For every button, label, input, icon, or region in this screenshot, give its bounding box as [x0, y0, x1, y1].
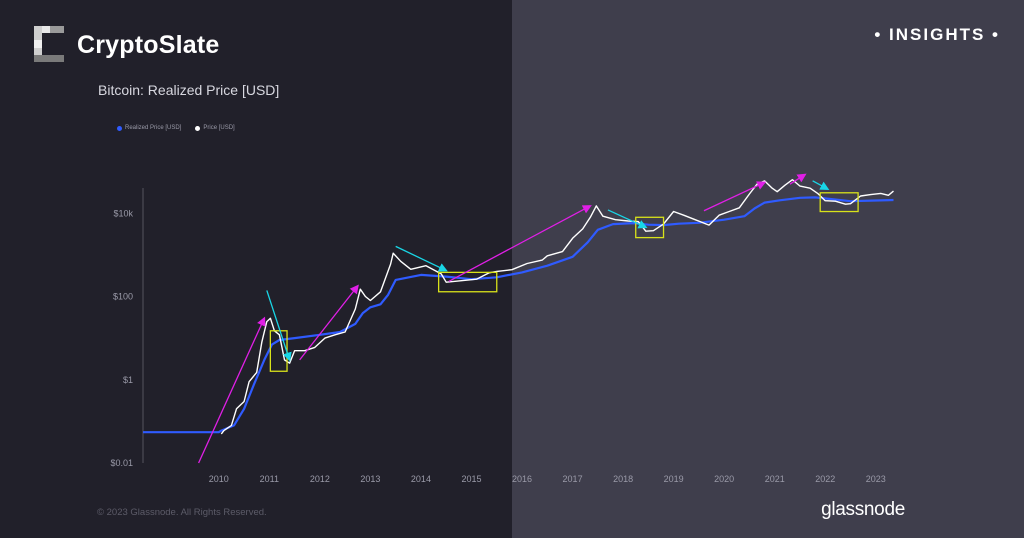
pink-arrow — [448, 205, 592, 283]
cyan-arrow — [812, 180, 830, 190]
y-tick-label: $100 — [113, 292, 133, 302]
x-tick-label: 2017 — [563, 474, 583, 484]
copyright-text: © 2023 Glassnode. All Rights Reserved. — [97, 507, 267, 518]
legend-label-price: Price [USD] — [203, 125, 235, 131]
right-panel-background — [512, 0, 1024, 538]
cyan-arrow — [266, 290, 292, 362]
legend-label-realized: Realized Price [USD] — [125, 125, 182, 131]
legend-swatch-realized — [117, 125, 122, 131]
brand-name: CryptoSlate — [77, 31, 220, 59]
x-tick-label: 2014 — [411, 474, 431, 484]
x-tick-label: 2018 — [613, 474, 633, 484]
x-tick-label: 2021 — [765, 474, 785, 484]
annotations-group — [197, 173, 859, 464]
glassnode-logo: glassnode — [821, 499, 905, 520]
axes-group: $0.01 $1 $100 $10k 2010 2011 2012 2013 2014 2015 2… — [110, 188, 886, 484]
chart-legend: Realized Price [USD] Price [USD] — [117, 125, 235, 131]
pink-arrow — [703, 181, 767, 212]
pink-arrow — [299, 284, 359, 361]
accumulation-box — [635, 216, 665, 239]
series-group — [143, 179, 894, 435]
price-line — [220, 179, 894, 435]
x-tick-label: 2015 — [461, 474, 481, 484]
x-tick-label: 2022 — [815, 474, 835, 484]
pink-arrow — [789, 173, 807, 185]
cryptoslate-logo-icon — [34, 26, 64, 62]
cyan-arrow — [607, 209, 648, 229]
accumulation-box — [269, 330, 288, 372]
accumulation-box — [437, 271, 498, 293]
x-tick-label: 2012 — [310, 474, 330, 484]
pink-arrow — [197, 316, 266, 464]
x-tick-label: 2020 — [714, 474, 734, 484]
chart-title: Bitcoin: Realized Price [USD] — [98, 82, 280, 98]
x-tick-label: 2010 — [209, 474, 229, 484]
realized-price-line — [143, 196, 894, 434]
x-tick-label: 2016 — [512, 474, 532, 484]
cyan-arrow — [395, 245, 448, 272]
x-tick-label: 2023 — [866, 474, 886, 484]
y-tick-label: $0.01 — [110, 458, 133, 468]
legend-item-price: Price [USD] — [195, 125, 235, 131]
x-tick-label: 2013 — [360, 474, 380, 484]
legend-item-realized: Realized Price [USD] — [117, 125, 181, 131]
y-tick-label: $1 — [123, 375, 133, 385]
x-tick-label: 2019 — [664, 474, 684, 484]
insights-tag: • INSIGHTS • — [874, 25, 1000, 44]
accumulation-box — [819, 192, 859, 213]
legend-swatch-price — [195, 125, 201, 131]
x-tick-label: 2011 — [260, 474, 279, 484]
y-tick-label: $10k — [113, 208, 133, 218]
